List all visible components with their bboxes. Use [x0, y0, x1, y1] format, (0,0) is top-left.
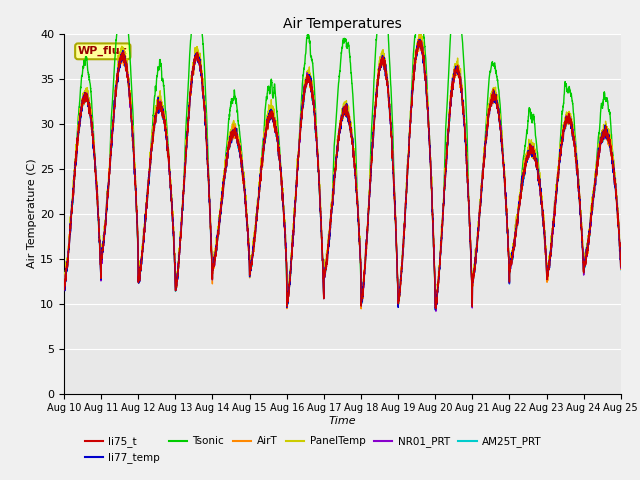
li77_temp: [499, 152, 507, 158]
AirT: [60, 277, 68, 283]
li75_t: [468, 269, 476, 275]
PanelTemp: [60, 282, 68, 288]
li77_temp: [322, 266, 330, 272]
Tsonic: [616, 253, 624, 259]
NR01_PRT: [160, 120, 168, 125]
Legend: li75_t, li77_temp, Tsonic, AirT, PanelTemp, NR01_PRT, AM25T_PRT: li75_t, li77_temp, Tsonic, AirT, PanelTe…: [81, 432, 546, 468]
AirT: [357, 306, 365, 312]
NR01_PRT: [468, 272, 476, 277]
Line: AM25T_PRT: AM25T_PRT: [64, 39, 621, 310]
Tsonic: [160, 86, 168, 92]
Line: PanelTemp: PanelTemp: [64, 33, 621, 308]
li75_t: [499, 154, 507, 160]
AM25T_PRT: [416, 36, 424, 42]
AirT: [617, 266, 625, 272]
Line: Tsonic: Tsonic: [64, 0, 621, 304]
Line: li77_temp: li77_temp: [64, 39, 621, 310]
PanelTemp: [616, 250, 624, 256]
li75_t: [322, 263, 330, 269]
PanelTemp: [160, 111, 168, 117]
Text: WP_flux: WP_flux: [78, 46, 127, 57]
AM25T_PRT: [160, 116, 168, 122]
li77_temp: [616, 257, 624, 263]
AM25T_PRT: [499, 156, 507, 161]
NR01_PRT: [436, 252, 444, 257]
li77_temp: [60, 284, 68, 290]
PanelTemp: [468, 266, 476, 272]
NR01_PRT: [60, 285, 68, 290]
NR01_PRT: [499, 156, 507, 161]
AM25T_PRT: [617, 267, 625, 273]
AM25T_PRT: [616, 254, 624, 260]
Title: Air Temperatures: Air Temperatures: [283, 17, 402, 31]
PanelTemp: [617, 266, 625, 272]
AM25T_PRT: [436, 252, 444, 258]
li75_t: [616, 252, 624, 257]
li77_temp: [431, 307, 439, 312]
Tsonic: [436, 251, 444, 257]
li75_t: [415, 38, 423, 44]
AM25T_PRT: [468, 270, 476, 276]
PanelTemp: [322, 262, 330, 267]
AirT: [468, 267, 476, 273]
Tsonic: [468, 269, 476, 275]
AirT: [416, 35, 424, 40]
li77_temp: [415, 36, 423, 42]
Tsonic: [432, 301, 440, 307]
NR01_PRT: [616, 256, 624, 262]
li77_temp: [468, 271, 476, 276]
PanelTemp: [436, 241, 444, 247]
X-axis label: Time: Time: [328, 416, 356, 426]
NR01_PRT: [322, 264, 330, 270]
Line: NR01_PRT: NR01_PRT: [64, 39, 621, 311]
li75_t: [436, 250, 444, 255]
AirT: [616, 255, 624, 261]
Tsonic: [499, 150, 507, 156]
Tsonic: [322, 266, 330, 272]
li77_temp: [436, 247, 444, 253]
PanelTemp: [432, 305, 440, 311]
Tsonic: [60, 282, 68, 288]
AM25T_PRT: [60, 284, 68, 289]
li75_t: [160, 118, 168, 124]
AirT: [160, 120, 168, 126]
AirT: [436, 247, 444, 253]
li75_t: [60, 287, 68, 292]
AM25T_PRT: [431, 307, 439, 313]
NR01_PRT: [416, 36, 424, 42]
Line: AirT: AirT: [64, 37, 621, 309]
PanelTemp: [499, 152, 507, 158]
Tsonic: [617, 256, 625, 262]
Line: li75_t: li75_t: [64, 41, 621, 309]
AirT: [322, 264, 330, 270]
li75_t: [432, 306, 440, 312]
li77_temp: [160, 116, 168, 121]
Y-axis label: Air Temperature (C): Air Temperature (C): [28, 159, 37, 268]
AirT: [499, 152, 507, 158]
NR01_PRT: [617, 265, 625, 271]
PanelTemp: [417, 30, 425, 36]
AM25T_PRT: [322, 264, 330, 269]
li77_temp: [617, 263, 625, 269]
li75_t: [617, 264, 625, 270]
NR01_PRT: [432, 308, 440, 314]
